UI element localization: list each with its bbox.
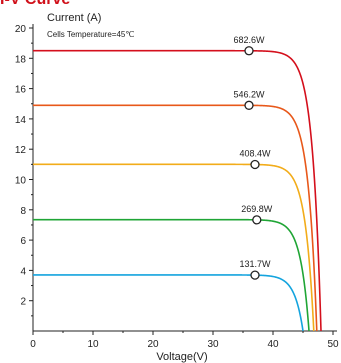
curves <box>32 49 322 332</box>
series-line <box>32 274 304 332</box>
chart-title: I-V Curve <box>0 0 70 8</box>
axes: 2 4 6 8 10 12 14 16 18 20 0 10 20 30 40 50 <box>15 24 339 350</box>
max-power-label: 269.8W <box>241 204 273 214</box>
x-tick-label: 10 <box>87 339 99 350</box>
x-tick-label: 20 <box>147 339 159 350</box>
y-axis-title: Current (A) <box>47 12 101 24</box>
y-tick-label: 4 <box>20 266 26 277</box>
y-tick-label: 2 <box>20 297 26 308</box>
series-line <box>32 49 322 332</box>
x-tick-label: 40 <box>267 339 279 350</box>
max-power-label: 682.6W <box>233 35 265 45</box>
y-tick-label: 8 <box>20 206 26 217</box>
series-line <box>33 163 315 332</box>
series-line <box>33 218 310 332</box>
y-tick-label: 12 <box>15 145 27 156</box>
max-power-point <box>244 100 254 110</box>
y-tick-label: 10 <box>15 176 27 187</box>
max-power-label: 408.4W <box>239 149 271 159</box>
max-power-point <box>250 159 260 170</box>
x-tick-label: 0 <box>30 339 36 350</box>
max-power-point <box>250 270 260 280</box>
y-tick-label: 6 <box>20 236 26 247</box>
max-power-point <box>244 46 254 56</box>
max-power-label: 131.7W <box>239 259 271 269</box>
title-group: I-V Curve <box>0 0 70 8</box>
x-axis-title: Voltage(V) <box>156 351 207 363</box>
y-tick-label: 16 <box>15 85 27 96</box>
y-tick-label: 18 <box>15 54 27 65</box>
y-tick-label: 14 <box>15 115 27 126</box>
markers: 682.6W 546.2W 408.4W 269.8W 131.7W <box>233 35 273 280</box>
x-tick-label: 50 <box>327 339 339 350</box>
series-line <box>33 104 318 332</box>
max-power-point <box>252 215 262 225</box>
max-power-label: 546.2W <box>233 89 265 99</box>
temperature-annotation: Cells Temperature=45℃ <box>47 30 134 39</box>
x-tick-label: 30 <box>207 339 219 350</box>
y-tick-label: 20 <box>15 24 27 35</box>
